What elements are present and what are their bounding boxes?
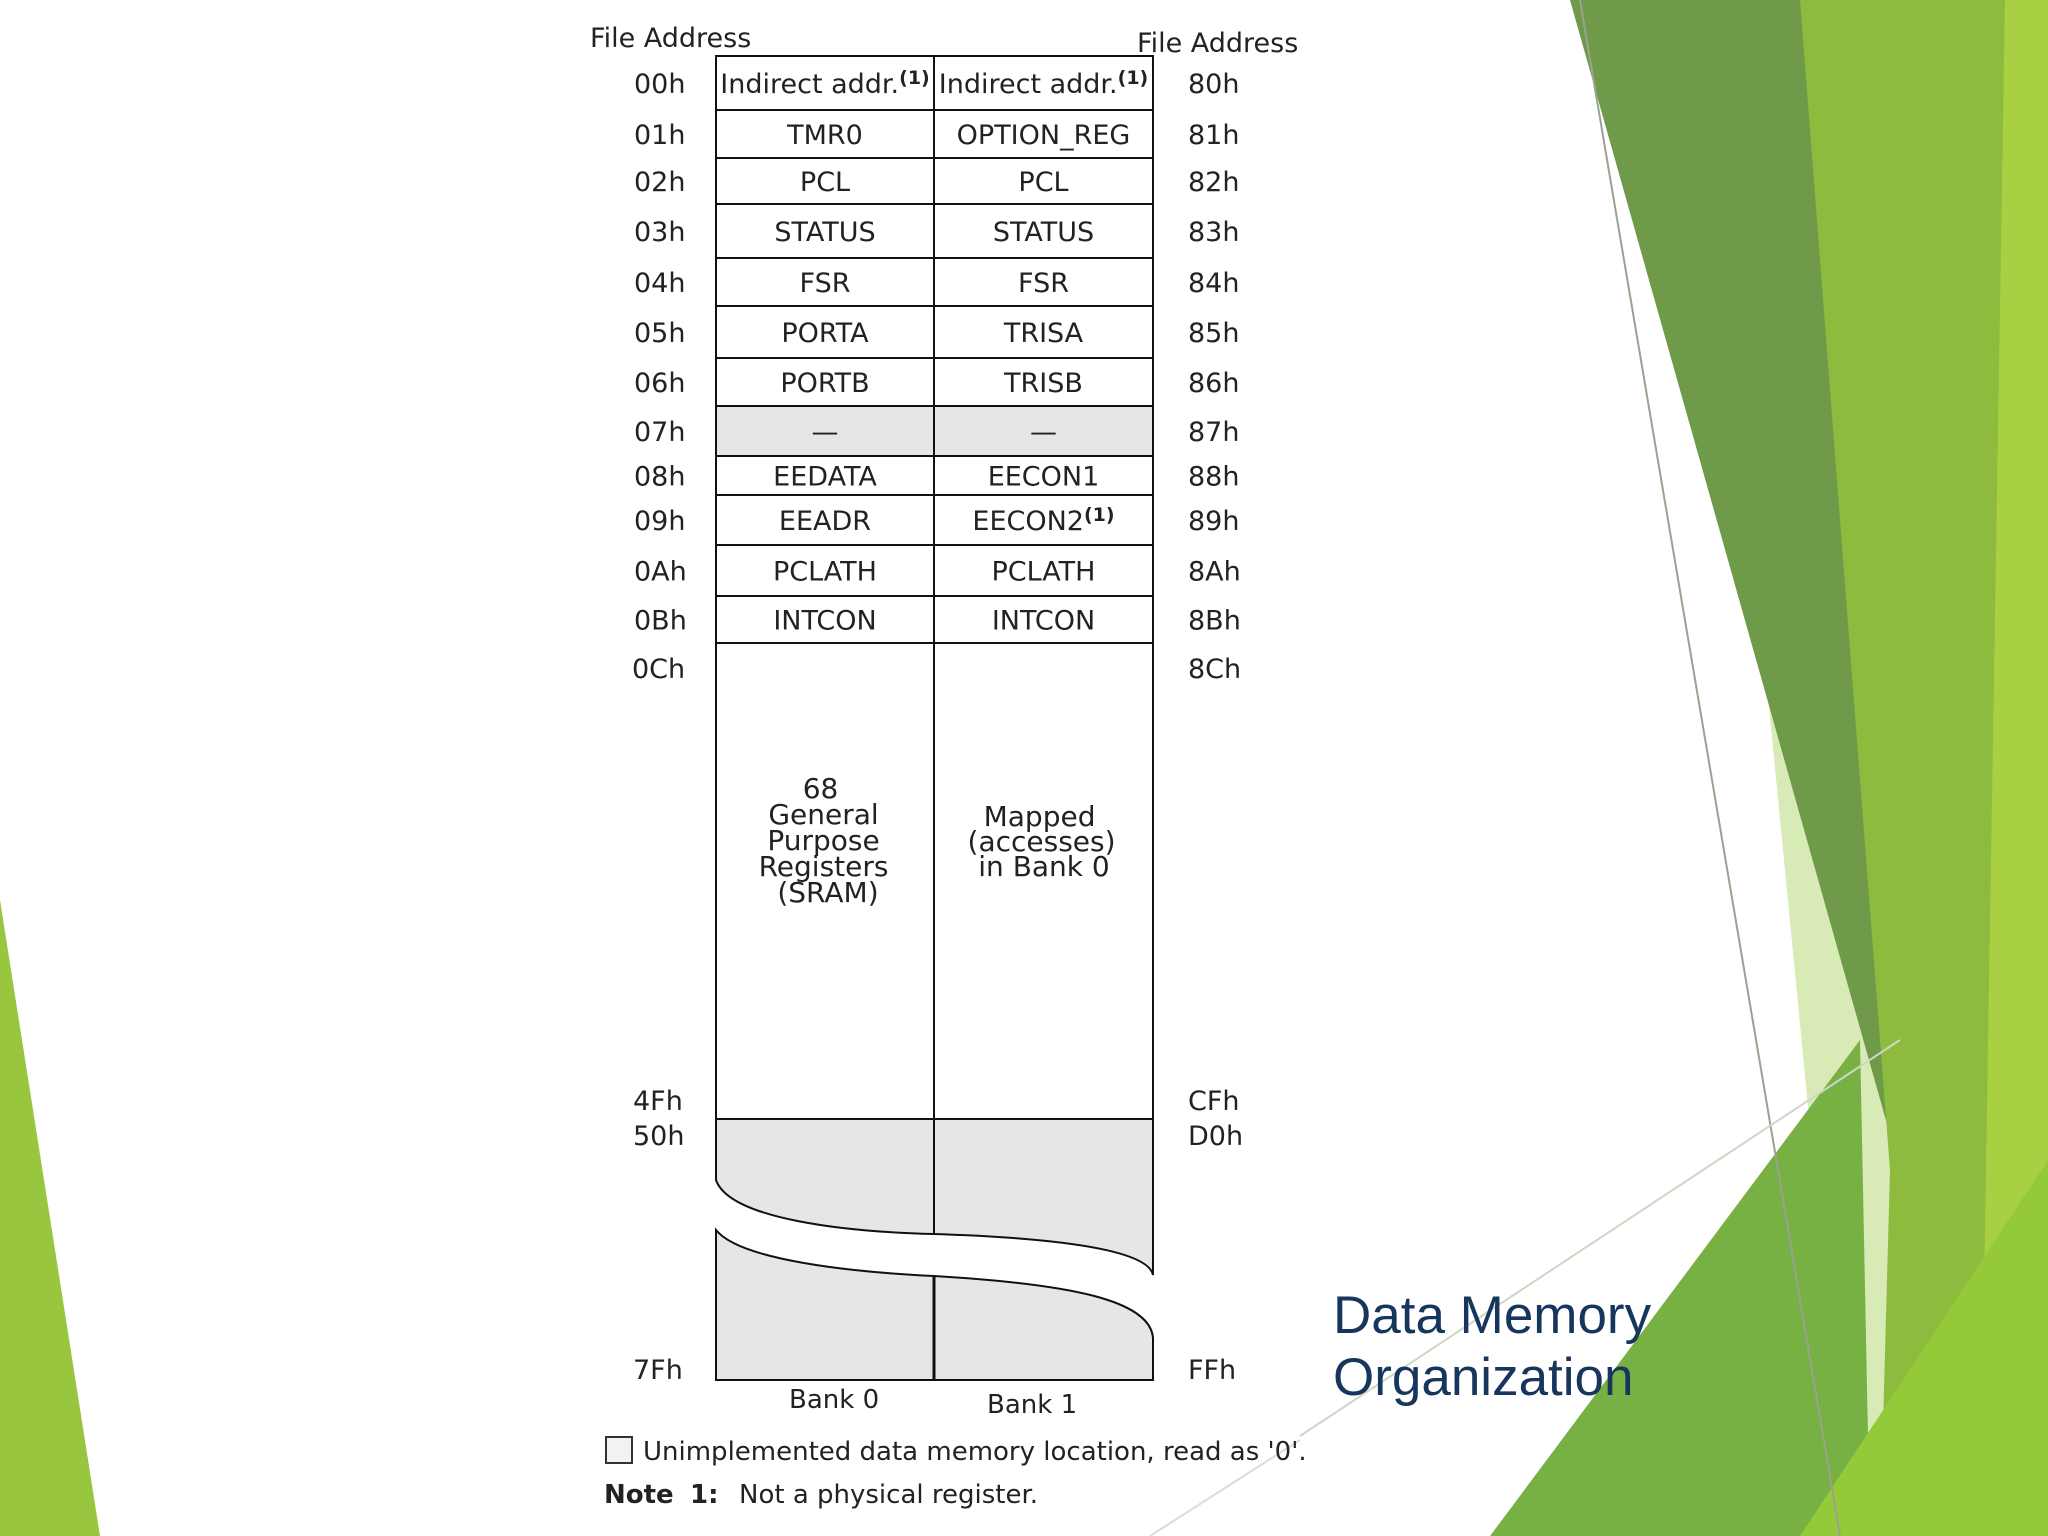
- left-address: 08h: [634, 462, 685, 493]
- left-address: 07h: [634, 417, 685, 448]
- unimplemented-left-start-address: 50h: [633, 1121, 684, 1152]
- gpr-left-end-address: 4Fh: [633, 1086, 683, 1117]
- sfr-row: 05h 85h PORTA TRISA: [634, 305, 1239, 359]
- bank1-register: FSR: [1018, 268, 1069, 299]
- right-address: 83h: [1188, 217, 1239, 248]
- left-address: 0Bh: [634, 606, 687, 637]
- bank1-register: EECON2(1): [972, 504, 1114, 537]
- bank0-register: PORTB: [780, 368, 869, 399]
- left-address: 06h: [634, 368, 685, 399]
- sfr-row: 0Ah 8Ah PCLATH PCLATH: [634, 544, 1241, 597]
- sfr-row: 04h 84h FSR FSR: [634, 257, 1239, 307]
- right-address: 89h: [1188, 506, 1239, 537]
- thin-line-3: [1149, 1439, 1301, 1536]
- gpr-block: 0Ch 8Ch 68 General Purpose Registers (SR…: [632, 642, 1241, 1120]
- note-label: Note: [604, 1480, 674, 1510]
- file-address-left-label: File Address: [590, 23, 751, 54]
- sfr-rows: 00h 80h Indirect addr.(1) Indirect addr.(1)…: [634, 55, 1241, 644]
- slide-title-line-2: Organization: [1333, 1348, 1634, 1407]
- bank0-register: FSR: [800, 268, 851, 299]
- right-dark-shape: [1570, 0, 1900, 1170]
- right-address: 88h: [1188, 462, 1239, 493]
- bank0-register: INTCON: [773, 606, 876, 637]
- right-address: 8Ah: [1188, 557, 1241, 588]
- file-address-right-label: File Address: [1137, 28, 1298, 59]
- thin-line-2: [1299, 1039, 1901, 1437]
- bank1-register: Indirect addr.(1): [939, 67, 1148, 100]
- right-address: 86h: [1188, 368, 1239, 399]
- gpr-right-end-address: CFh: [1188, 1086, 1240, 1117]
- left-address: 02h: [634, 167, 685, 198]
- bank1-register: STATUS: [993, 217, 1094, 248]
- thin-line-1: [1579, 0, 1841, 1536]
- right-address: 85h: [1188, 318, 1239, 349]
- unimplemented-left-end-address: 7Fh: [633, 1355, 683, 1386]
- bank0-register: PCLATH: [773, 557, 877, 588]
- sfr-row: 07h 87h — —: [634, 405, 1239, 457]
- bank0-register: PORTA: [781, 318, 869, 349]
- gpr-bank0-description: 68 General Purpose Registers (SRAM): [759, 772, 898, 909]
- right-address: 81h: [1188, 120, 1239, 151]
- unimplemented-right-start-address: D0h: [1188, 1121, 1243, 1152]
- bank1-register: TRISB: [1003, 368, 1083, 399]
- unimplemented-right-end-address: FFh: [1188, 1355, 1236, 1386]
- note-text: Not a physical register.: [739, 1480, 1038, 1510]
- sfr-row: 01h 81h TMR0 OPTION_REG: [634, 109, 1239, 159]
- sfr-row: 02h 82h PCL PCL: [634, 157, 1239, 205]
- left-address: 0Ah: [634, 557, 687, 588]
- unimplemented-legend-swatch: [605, 1436, 633, 1464]
- sfr-row: 00h 80h Indirect addr.(1) Indirect addr.(1): [634, 55, 1239, 111]
- legend-text: Unimplemented data memory location, read…: [643, 1437, 1307, 1467]
- bank1-register: TRISA: [1003, 318, 1084, 349]
- bank-0-label: Bank 0: [789, 1385, 879, 1415]
- sfr-row: 09h 89h EEADR EECON2(1): [634, 494, 1239, 546]
- bank-1-label: Bank 1: [987, 1390, 1077, 1420]
- slide-title-line-1: Data Memory: [1333, 1286, 1652, 1345]
- left-address: 09h: [634, 506, 685, 537]
- bank0-register: Indirect addr.(1): [720, 67, 929, 100]
- slide-title: Data Memory Organization: [1333, 1285, 1753, 1409]
- gpr-right-start-address: 8Ch: [1188, 654, 1241, 685]
- right-mid-shape: [1800, 0, 2048, 1536]
- bottom-right-shape: [1800, 1160, 2048, 1536]
- left-address: 05h: [634, 318, 685, 349]
- bank1-register: OPTION_REG: [957, 120, 1131, 151]
- gpr-bank1-description: Mapped (accesses) in Bank 0: [968, 800, 1125, 883]
- right-address: 84h: [1188, 268, 1239, 299]
- sfr-row: 0Bh 8Bh INTCON INTCON: [634, 595, 1241, 644]
- sfr-row: 08h 88h EEDATA EECON1: [634, 455, 1239, 496]
- gpr-left-start-address: 0Ch: [632, 654, 685, 685]
- right-lime-shape: [1980, 0, 2048, 1536]
- sfr-row: 06h 86h PORTB TRISB: [634, 357, 1239, 407]
- note-number: 1:: [690, 1480, 719, 1510]
- bank0-register: EEADR: [779, 506, 871, 537]
- bank1-register: PCL: [1018, 167, 1068, 198]
- bank0-register: STATUS: [774, 217, 875, 248]
- bank0-register: —: [812, 417, 839, 448]
- left-address: 03h: [634, 217, 685, 248]
- sfr-row: 03h 83h STATUS STATUS: [634, 203, 1239, 259]
- right-address: 80h: [1188, 69, 1239, 100]
- left-address: 04h: [634, 268, 685, 299]
- left-address: 00h: [634, 69, 685, 100]
- left-green-shape: [0, 900, 100, 1536]
- bank1-register: INTCON: [992, 606, 1095, 637]
- bank1-register: PCLATH: [992, 557, 1096, 588]
- bank0-register: PCL: [800, 167, 850, 198]
- left-address: 01h: [634, 120, 685, 151]
- unimplemented-region: 50h D0h 7Fh FFh: [633, 1118, 1243, 1386]
- bank0-register: EEDATA: [773, 462, 877, 493]
- right-address: 8Bh: [1188, 606, 1241, 637]
- right-address: 82h: [1188, 167, 1239, 198]
- bank1-register: EECON1: [988, 462, 1100, 493]
- bottom-green-shape: [1490, 1040, 1870, 1536]
- bank0-register: TMR0: [786, 120, 863, 151]
- right-address: 87h: [1188, 417, 1239, 448]
- bank1-register: —: [1030, 417, 1057, 448]
